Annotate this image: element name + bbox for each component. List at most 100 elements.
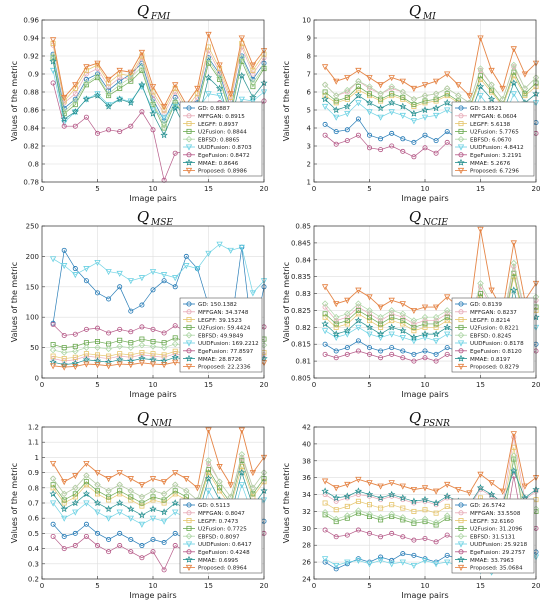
data-point bbox=[344, 314, 350, 320]
data-point bbox=[149, 109, 157, 117]
x-tick-label: 0 bbox=[312, 185, 316, 193]
data-point bbox=[410, 118, 418, 125]
data-point bbox=[105, 476, 112, 483]
data-point bbox=[216, 93, 223, 100]
chart-title-subscript: FMI bbox=[150, 12, 170, 22]
data-point bbox=[477, 291, 483, 297]
data-point bbox=[160, 518, 168, 525]
data-point bbox=[400, 348, 406, 354]
data-point bbox=[378, 324, 384, 330]
data-point bbox=[161, 497, 167, 503]
data-point bbox=[388, 490, 396, 498]
data-point bbox=[321, 103, 329, 110]
data-point bbox=[388, 561, 395, 568]
data-point bbox=[332, 515, 340, 523]
x-axis-label: Image pairs bbox=[401, 390, 448, 399]
data-point bbox=[366, 75, 373, 82]
x-tick-label: 10 bbox=[149, 381, 158, 389]
data-point bbox=[477, 471, 484, 478]
data-point bbox=[83, 344, 90, 351]
legend-marker bbox=[457, 135, 465, 143]
legend-entry: EgeFusion: 0.8472 bbox=[198, 153, 250, 159]
y-tick-label: 0.92 bbox=[23, 53, 39, 61]
legend-entry: LEGFF: 5.6138 bbox=[470, 122, 511, 128]
legend-marker bbox=[185, 144, 193, 151]
legend-marker bbox=[458, 301, 464, 307]
data-point bbox=[433, 522, 439, 528]
data-point bbox=[116, 361, 123, 368]
y-tick-label: 9 bbox=[307, 35, 311, 43]
data-point bbox=[139, 494, 145, 500]
data-point bbox=[444, 532, 450, 538]
data-point bbox=[127, 487, 135, 495]
data-point bbox=[477, 280, 484, 287]
series-line bbox=[324, 36, 537, 97]
legend-entry: Proposed: 0.8964 bbox=[198, 566, 247, 572]
data-point bbox=[366, 345, 372, 351]
y-tick-label: 40 bbox=[302, 440, 311, 448]
data-point bbox=[433, 358, 439, 364]
data-point bbox=[205, 488, 212, 495]
data-point bbox=[49, 363, 57, 370]
data-point bbox=[433, 351, 439, 357]
data-point bbox=[150, 549, 156, 555]
chart-title: Q bbox=[409, 2, 421, 20]
legend-marker bbox=[457, 354, 465, 362]
data-point bbox=[83, 351, 89, 357]
data-point bbox=[376, 330, 385, 338]
data-point bbox=[332, 494, 340, 502]
data-point bbox=[49, 475, 57, 482]
data-point bbox=[83, 479, 89, 485]
data-point bbox=[433, 96, 439, 102]
data-point bbox=[433, 539, 439, 545]
data-point bbox=[411, 328, 417, 334]
data-point bbox=[421, 515, 429, 523]
data-point bbox=[466, 93, 473, 100]
data-point bbox=[366, 351, 372, 357]
legend-entry: GD: 150.1382 bbox=[198, 302, 237, 308]
legend-marker bbox=[457, 340, 465, 347]
data-point bbox=[72, 347, 79, 355]
data-point bbox=[149, 343, 157, 350]
y-tick-label: 0.5 bbox=[28, 530, 39, 538]
data-point bbox=[95, 352, 101, 358]
legend-marker bbox=[186, 309, 192, 315]
data-point bbox=[488, 67, 495, 74]
data-point bbox=[333, 129, 339, 135]
legend-marker bbox=[185, 167, 193, 174]
data-point bbox=[61, 533, 67, 539]
legend-entry: EgeFusion: 0.8120 bbox=[470, 349, 522, 355]
legend-marker bbox=[186, 324, 192, 330]
data-point bbox=[94, 362, 101, 369]
y-tick-label: 0.96 bbox=[23, 17, 39, 25]
data-point bbox=[466, 490, 473, 497]
data-point bbox=[432, 561, 440, 568]
legend-marker bbox=[186, 502, 192, 508]
chart-panel-ncie: 0.805 0.81 0.815 0.82 0.825 0.83 0.835 0.84 0.84… bbox=[282, 208, 540, 399]
data-point bbox=[444, 85, 450, 91]
y-tick-label: 38 bbox=[302, 457, 311, 465]
data-point bbox=[72, 102, 78, 108]
data-point bbox=[116, 270, 123, 277]
data-point bbox=[72, 509, 79, 516]
legend-entry: GD: 0.5113 bbox=[198, 503, 230, 509]
data-point bbox=[117, 488, 123, 494]
data-point bbox=[477, 226, 484, 233]
data-point bbox=[378, 534, 384, 540]
data-point bbox=[355, 307, 361, 313]
data-point bbox=[106, 353, 112, 359]
legend-marker bbox=[458, 105, 464, 111]
data-point bbox=[333, 301, 340, 308]
data-point bbox=[94, 259, 101, 267]
data-point bbox=[138, 275, 146, 282]
data-point bbox=[194, 85, 201, 92]
data-point bbox=[321, 320, 329, 328]
data-point bbox=[321, 284, 329, 291]
chart-title: Q bbox=[409, 208, 421, 226]
x-tick-label: 10 bbox=[421, 582, 430, 590]
legend-marker bbox=[185, 158, 193, 166]
data-point bbox=[139, 555, 145, 561]
legend-entry: Proposed: 0.8986 bbox=[198, 169, 247, 175]
data-point bbox=[421, 313, 429, 321]
data-point bbox=[366, 314, 372, 320]
